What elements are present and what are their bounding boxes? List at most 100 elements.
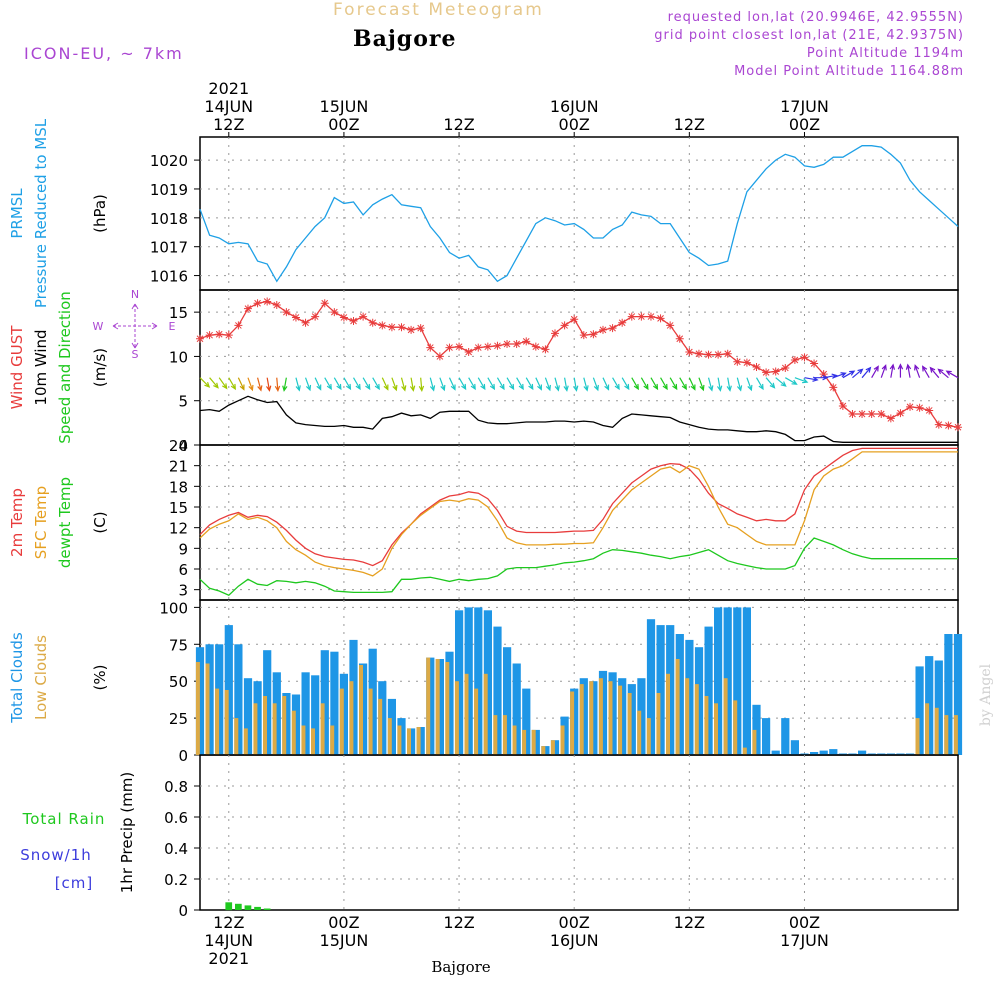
clouds-bar-total-clouds bbox=[215, 644, 224, 755]
clouds-bar-total-clouds bbox=[407, 728, 416, 755]
wind-legend-label: Speed and Direction bbox=[56, 291, 74, 444]
gust-marker bbox=[474, 343, 483, 352]
clouds-bar-total-clouds bbox=[790, 740, 799, 755]
clouds-bar-low-clouds bbox=[944, 715, 949, 755]
gust-marker bbox=[944, 421, 953, 430]
bottom-time-label: 17JUN bbox=[780, 931, 829, 950]
gust-marker bbox=[407, 325, 416, 334]
gust-marker bbox=[455, 342, 464, 351]
gust-marker bbox=[810, 359, 819, 368]
grid-point-location: grid point closest lon,lat (21E, 42.9375… bbox=[654, 28, 964, 43]
wind-direction-arrow bbox=[487, 377, 496, 391]
clouds-bar-total-clouds bbox=[858, 750, 867, 755]
wind-direction-arrow bbox=[209, 377, 219, 389]
wind-direction-arrow bbox=[372, 377, 380, 391]
clouds-bar-total-clouds bbox=[301, 672, 310, 755]
clouds-bar-total-clouds bbox=[934, 660, 943, 755]
clouds-bar-total-clouds bbox=[311, 675, 320, 755]
gust-marker bbox=[627, 312, 636, 321]
clouds-bar-total-clouds bbox=[541, 746, 550, 755]
gust-marker bbox=[560, 321, 569, 330]
clouds-bar-total-clouds bbox=[733, 607, 742, 755]
top-time-label: 17JUN bbox=[780, 97, 829, 116]
clouds-bar-total-clouds bbox=[483, 610, 492, 755]
clouds-bar-total-clouds bbox=[243, 678, 253, 755]
clouds-bar-low-clouds bbox=[541, 746, 546, 755]
chart-title: Bajgore bbox=[353, 26, 457, 52]
gust-marker bbox=[656, 314, 665, 323]
clouds-bar-total-clouds bbox=[685, 639, 694, 755]
clouds-bar-total-clouds bbox=[339, 673, 348, 755]
clouds-bar-low-clouds bbox=[243, 728, 248, 755]
clouds-bar-low-clouds bbox=[339, 688, 344, 755]
clouds-bar-total-clouds bbox=[426, 657, 435, 755]
clouds-y-tick-label: 75 bbox=[169, 636, 188, 654]
clouds-bar-total-clouds bbox=[819, 750, 828, 755]
gust-marker bbox=[349, 317, 358, 325]
clouds-bar-low-clouds bbox=[311, 728, 315, 755]
clouds-bar-total-clouds bbox=[493, 626, 502, 755]
wind-direction-arrow bbox=[707, 377, 714, 392]
wind-direction-arrow bbox=[660, 377, 668, 391]
clouds-bar-low-clouds bbox=[733, 700, 738, 755]
gust-marker bbox=[503, 340, 512, 349]
clouds-bar-low-clouds bbox=[752, 729, 757, 755]
clouds-bar-low-clouds bbox=[915, 718, 920, 755]
clouds-bar-total-clouds bbox=[435, 659, 444, 755]
clouds-bar-low-clouds bbox=[407, 728, 411, 755]
gust-marker bbox=[714, 350, 723, 359]
clouds-bar-low-clouds bbox=[253, 703, 258, 755]
wind-direction-arrow bbox=[929, 366, 940, 379]
clouds-bar-low-clouds bbox=[483, 673, 488, 755]
gust-marker bbox=[723, 349, 732, 358]
gust-marker bbox=[781, 363, 790, 372]
clouds-bar-low-clouds bbox=[416, 727, 421, 755]
precip-legend-label: Total Rain bbox=[22, 810, 106, 828]
pressure-y-tick-label: 1020 bbox=[150, 152, 188, 170]
clouds-bar-low-clouds bbox=[215, 688, 220, 755]
clouds-bar-total-clouds bbox=[560, 716, 569, 755]
wind-direction-arrow bbox=[583, 377, 589, 392]
pressure-series-prmsl bbox=[199, 145, 959, 283]
clouds-bar-low-clouds bbox=[330, 725, 335, 755]
clouds-bar-total-clouds bbox=[637, 678, 646, 755]
wind-direction-arrow bbox=[842, 370, 856, 379]
compass-north: N bbox=[131, 288, 139, 301]
clouds-bar-low-clouds bbox=[646, 718, 651, 755]
clouds-bar-total-clouds bbox=[579, 678, 588, 755]
clouds-bar-total-clouds bbox=[742, 607, 751, 755]
clouds-unit-label: (%) bbox=[91, 665, 109, 691]
wind-direction-arrow bbox=[688, 377, 696, 391]
clouds-bar-total-clouds bbox=[925, 656, 934, 755]
wind-direction-arrow bbox=[400, 377, 407, 392]
clouds-bar-total-clouds bbox=[608, 672, 617, 755]
gust-marker bbox=[551, 329, 560, 338]
wind-direction-arrow bbox=[726, 377, 732, 392]
wind-direction-arrow bbox=[563, 377, 569, 392]
clouds-bar-low-clouds bbox=[675, 659, 680, 755]
clouds-bar-total-clouds bbox=[704, 626, 713, 755]
gust-marker bbox=[752, 363, 761, 372]
clouds-bar-low-clouds bbox=[454, 681, 459, 755]
precip-y-tick-label: 0 bbox=[178, 902, 188, 920]
wind-direction-arrow bbox=[266, 377, 272, 392]
wind-direction-arrow bbox=[602, 377, 610, 391]
gust-marker bbox=[819, 370, 828, 379]
wind-direction-arrow bbox=[381, 377, 389, 391]
clouds-bar-total-clouds bbox=[646, 619, 656, 755]
clouds-bar-low-clouds bbox=[195, 662, 200, 755]
bottom-time-label: 00Z bbox=[559, 913, 590, 932]
clouds-bar-low-clouds bbox=[387, 718, 392, 755]
compass-east: E bbox=[169, 320, 176, 333]
gust-marker bbox=[896, 409, 905, 418]
wind-direction-arrow bbox=[765, 377, 776, 389]
gust-marker bbox=[522, 337, 531, 346]
top-time-label: 15JUN bbox=[320, 97, 369, 116]
clouds-bar-low-clouds bbox=[579, 684, 584, 755]
wind-direction-arrow bbox=[506, 377, 515, 391]
clouds-bar-total-clouds bbox=[282, 693, 291, 755]
wind-direction-arrow bbox=[324, 377, 332, 391]
gust-marker bbox=[282, 308, 291, 317]
compass-north-arrowhead bbox=[131, 303, 139, 310]
clouds-bar-low-clouds bbox=[627, 693, 632, 755]
